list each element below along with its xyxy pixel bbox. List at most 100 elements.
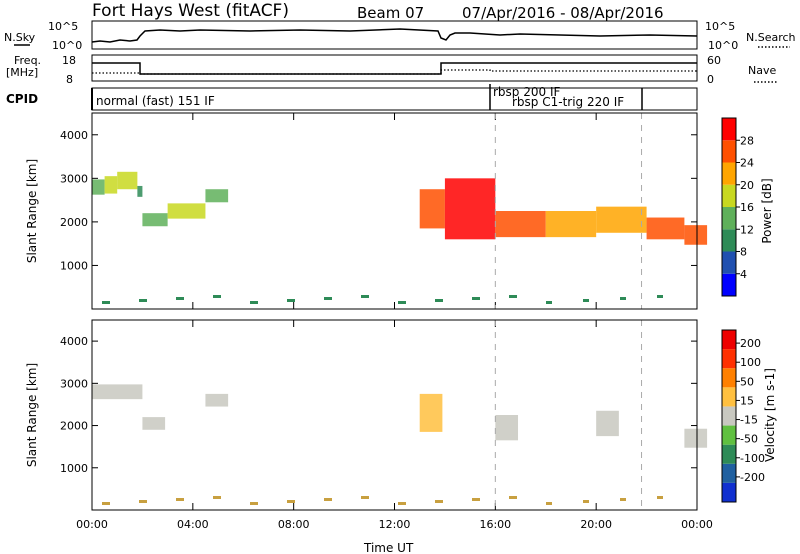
y-tick-label: 1000 bbox=[60, 462, 88, 475]
ground-scatter bbox=[180, 297, 182, 300]
ground-scatter bbox=[293, 500, 295, 503]
x-tick-label: 08:00 bbox=[278, 518, 310, 531]
beam-label: Beam 07 bbox=[357, 4, 424, 22]
ground-scatter bbox=[657, 496, 659, 499]
ground-scatter bbox=[476, 297, 478, 300]
time-axis-label: Time UT bbox=[363, 541, 414, 554]
ground-scatter bbox=[437, 299, 439, 302]
colorbar-tick-label: -15 bbox=[740, 414, 758, 427]
ground-scatter bbox=[624, 498, 626, 501]
ground-scatter bbox=[548, 502, 550, 505]
echo-band bbox=[92, 384, 143, 400]
colorbar-tick-label: 200 bbox=[740, 337, 761, 350]
colorbar-swatch bbox=[722, 425, 736, 445]
ground-scatter bbox=[213, 295, 215, 298]
colorbar-swatch bbox=[722, 184, 736, 207]
velocity-panel: 4000 3000 2000 1000 00:00 04:00 08:00 12:00 16:0… bbox=[25, 319, 777, 554]
ground-scatter bbox=[439, 299, 441, 302]
colorbar-frame bbox=[721, 329, 737, 503]
echo-band bbox=[596, 410, 619, 437]
y-tick-label: 1000 bbox=[60, 259, 88, 272]
colorbar-tick-label: 24 bbox=[740, 157, 754, 170]
nsky-trace bbox=[91, 28, 698, 43]
ground-scatter bbox=[108, 502, 110, 505]
echo-band bbox=[167, 203, 206, 219]
ground-scatter bbox=[289, 500, 291, 503]
power-axes: 4000 3000 2000 1000 bbox=[60, 113, 698, 309]
ground-scatter bbox=[661, 295, 663, 298]
ground-scatter bbox=[250, 301, 252, 304]
echo-band bbox=[684, 428, 708, 448]
colorbar-swatch bbox=[722, 406, 736, 426]
nsearch-label: N.Search bbox=[746, 31, 796, 44]
ground-scatter bbox=[478, 297, 480, 300]
echo-band bbox=[205, 393, 229, 407]
nave-tick-bottom: 0 bbox=[707, 73, 714, 86]
power-ylabel: Slant Range [km] bbox=[25, 159, 39, 263]
ground-scatter bbox=[213, 496, 215, 499]
echo-band bbox=[545, 211, 597, 238]
ground-scatter bbox=[398, 502, 400, 505]
colorbar-swatch bbox=[722, 349, 736, 369]
ground-scatter bbox=[217, 496, 219, 499]
ground-scatter bbox=[219, 295, 221, 298]
ground-scatter bbox=[511, 295, 513, 298]
colorbar-tick-label: 12 bbox=[740, 223, 754, 236]
ground-scatter bbox=[587, 299, 589, 302]
ground-scatter bbox=[139, 500, 141, 503]
x-tick-label: 00:00 bbox=[681, 518, 713, 531]
freq-panel: Freq. [MHz] 18 8 60 0 Nave bbox=[6, 54, 778, 86]
ground-scatter bbox=[546, 502, 548, 505]
ground-scatter bbox=[515, 295, 517, 298]
ground-scatter bbox=[287, 500, 289, 503]
freq-tick-top: 18 bbox=[62, 54, 76, 67]
cpid-label: CPID bbox=[6, 92, 38, 106]
ground-scatter bbox=[367, 295, 369, 298]
ground-scatter bbox=[217, 295, 219, 298]
freq-tick-bottom: 8 bbox=[66, 73, 73, 86]
ground-scatter bbox=[361, 496, 363, 499]
echo-band bbox=[117, 171, 138, 190]
ground-scatter bbox=[585, 299, 587, 302]
ground-scatter bbox=[104, 301, 106, 304]
ground-scatter bbox=[659, 295, 661, 298]
ground-scatter bbox=[252, 502, 254, 505]
ground-scatter bbox=[513, 496, 515, 499]
echo-band bbox=[419, 189, 445, 229]
colorbar-tick-label: 16 bbox=[740, 201, 754, 214]
ground-scatter bbox=[143, 299, 145, 302]
ground-scatter bbox=[102, 301, 104, 304]
velocity-cbar-label: Velocity [m s-1] bbox=[763, 368, 777, 462]
ground-scatter bbox=[363, 295, 365, 298]
nsky-tick-bottom: 10^0 bbox=[52, 39, 82, 52]
ground-scatter bbox=[474, 498, 476, 501]
colorbar-swatch bbox=[722, 444, 736, 464]
echo-band bbox=[444, 178, 496, 240]
colorbar-swatch bbox=[722, 482, 736, 502]
ground-scatter bbox=[400, 301, 402, 304]
freq-trace bbox=[92, 62, 697, 75]
ground-scatter bbox=[659, 496, 661, 499]
ground-scatter bbox=[139, 299, 141, 302]
cpid-mode-normal: normal (fast) 151 IF bbox=[96, 94, 215, 108]
echo-band bbox=[684, 225, 708, 245]
ground-scatter bbox=[367, 496, 369, 499]
ground-scatter bbox=[509, 496, 511, 499]
colorbar-tick-label: -200 bbox=[740, 471, 765, 484]
ground-scatter bbox=[585, 500, 587, 503]
colorbar-swatch bbox=[722, 330, 736, 350]
ground-scatter bbox=[176, 297, 178, 300]
freq-label-2: [MHz] bbox=[6, 66, 38, 79]
echo-band bbox=[137, 185, 143, 197]
ground-scatter bbox=[620, 498, 622, 501]
station-title: Fort Hays West (fitACF) bbox=[92, 1, 289, 21]
ground-scatter bbox=[176, 498, 178, 501]
echo-band bbox=[205, 189, 229, 203]
power-echo-marks bbox=[92, 171, 708, 304]
ground-scatter bbox=[548, 301, 550, 304]
ground-scatter bbox=[106, 502, 108, 505]
velocity-echo-marks bbox=[92, 384, 708, 505]
ground-scatter bbox=[293, 299, 295, 302]
ground-scatter bbox=[624, 297, 626, 300]
power-panel: 4000 3000 2000 1000 Slant Range [km] 28 24 20… bbox=[25, 112, 774, 310]
